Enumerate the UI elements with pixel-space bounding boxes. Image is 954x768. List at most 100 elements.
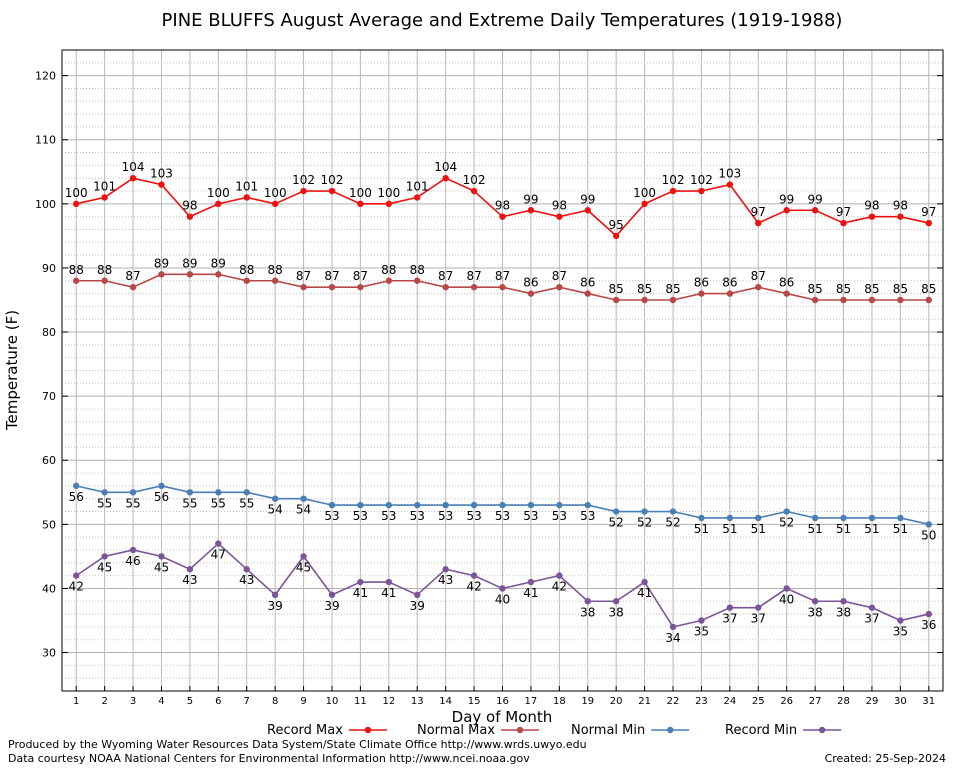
legend-swatch-marker (667, 726, 674, 734)
x-tick-label: 27 (809, 696, 822, 707)
record-min-point (243, 566, 250, 573)
normal-min-point (158, 482, 165, 490)
record-min-data-label: 38 (836, 605, 851, 619)
legend-item-record-min: Record Min (725, 723, 842, 738)
normal-min-point (129, 489, 137, 496)
record-min-point (556, 572, 563, 579)
record-min-data-label: 45 (296, 560, 311, 574)
normal-max-data-label: 85 (921, 282, 936, 296)
normal-max-data-label: 88 (97, 263, 112, 277)
record-min-point (129, 546, 137, 554)
legend-label: Normal Max (417, 723, 495, 738)
record-min-data-label: 37 (722, 612, 737, 626)
record-min-point (186, 566, 194, 573)
record-min-data-label: 45 (154, 560, 169, 574)
normal-min-point (669, 508, 677, 515)
record-min-data-label: 38 (807, 605, 822, 619)
record-min-point (925, 610, 932, 618)
record-min-point (158, 553, 165, 560)
record-max-data-label: 102 (662, 173, 685, 187)
record-min-point (499, 585, 506, 592)
y-tick-label: 50 (42, 518, 56, 531)
record-max-data-label: 101 (406, 179, 429, 193)
record-max-point (641, 200, 648, 208)
record-max-data-label: 102 (292, 173, 315, 187)
normal-max-point (840, 296, 847, 304)
normal-min-data-label: 51 (722, 522, 737, 536)
x-tick-label: 13 (411, 696, 424, 707)
legend-item-normal-max: Normal Max (417, 723, 540, 738)
x-tick-label: 4 (158, 696, 164, 707)
legend-swatch-marker (516, 726, 524, 734)
normal-min-point (556, 501, 563, 509)
x-tick-label: 21 (638, 696, 651, 707)
normal-max-point (641, 296, 648, 304)
record-max-data-label: 99 (580, 192, 595, 206)
x-axis-title: Day of Month (452, 708, 553, 726)
normal-max-data-label: 85 (893, 282, 908, 296)
record-min-point (840, 598, 847, 605)
record-min-data-label: 35 (893, 624, 908, 638)
normal-max-data-label: 87 (552, 269, 567, 283)
record-min-point (811, 598, 819, 605)
record-max-point (897, 213, 904, 220)
normal-min-data-label: 53 (552, 509, 567, 523)
record-min-point (215, 540, 222, 547)
normal-min-data-label: 53 (381, 509, 396, 523)
record-min-data-label: 41 (381, 586, 396, 600)
normal-max-point (669, 296, 677, 304)
record-min-data-label: 40 (495, 592, 510, 606)
record-min-data-label: 34 (665, 631, 680, 645)
record-max-data-label: 98 (495, 199, 510, 213)
record-max-point (556, 213, 563, 220)
record-min-data-label: 42 (466, 580, 481, 594)
normal-max-data-label: 86 (523, 276, 538, 290)
x-tick-label: 30 (894, 696, 907, 707)
normal-max-data-label: 89 (211, 256, 226, 270)
normal-min-point (584, 501, 591, 509)
normal-min-data-label: 51 (893, 522, 908, 536)
record-max-data-label: 102 (690, 173, 713, 187)
normal-min-point (726, 514, 734, 522)
normal-min-point (527, 501, 535, 509)
normal-min-data-label: 51 (751, 522, 766, 536)
legend: Record Max Normal Max Normal Min Record Min (267, 723, 842, 738)
y-tick-label: 40 (42, 582, 56, 595)
record-min-data-label: 42 (69, 580, 84, 594)
record-min-data-label: 39 (410, 599, 425, 613)
record-max-data-label: 98 (893, 199, 908, 213)
record-max-point (499, 213, 506, 220)
record-min-point (612, 598, 620, 605)
normal-min-point (243, 489, 250, 496)
normal-max-data-label: 85 (807, 282, 822, 296)
normal-min-point (612, 508, 620, 515)
record-min-point (414, 591, 421, 599)
normal-min-data-label: 51 (807, 522, 822, 536)
normal-max-data-label: 89 (154, 256, 169, 270)
record-max-data-label: 104 (434, 160, 457, 174)
normal-min-point (840, 514, 847, 522)
record-min-point (527, 578, 535, 586)
record-max-point (215, 200, 222, 208)
legend-swatch-marker (818, 726, 826, 734)
record-min-data-label: 43 (182, 573, 197, 587)
record-min-point (357, 578, 364, 586)
record-min-point (584, 598, 591, 605)
normal-max-data-label: 87 (324, 269, 339, 283)
x-tick-label: 28 (837, 696, 850, 707)
x-tick-label: 6 (215, 696, 221, 707)
normal-max-point (556, 283, 563, 291)
record-max-data-label: 101 (235, 179, 258, 193)
record-min-data-label: 43 (239, 573, 254, 587)
normal-min-point (385, 501, 393, 509)
x-tick-label: 12 (382, 696, 395, 707)
x-tick-label: 20 (610, 696, 623, 707)
normal-min-data-label: 52 (665, 516, 680, 530)
legend-label: Record Min (725, 723, 797, 738)
normal-max-data-label: 88 (69, 263, 84, 277)
normal-min-data-label: 52 (609, 516, 624, 530)
normal-max-point (300, 283, 307, 291)
x-tick-label: 2 (101, 696, 107, 707)
